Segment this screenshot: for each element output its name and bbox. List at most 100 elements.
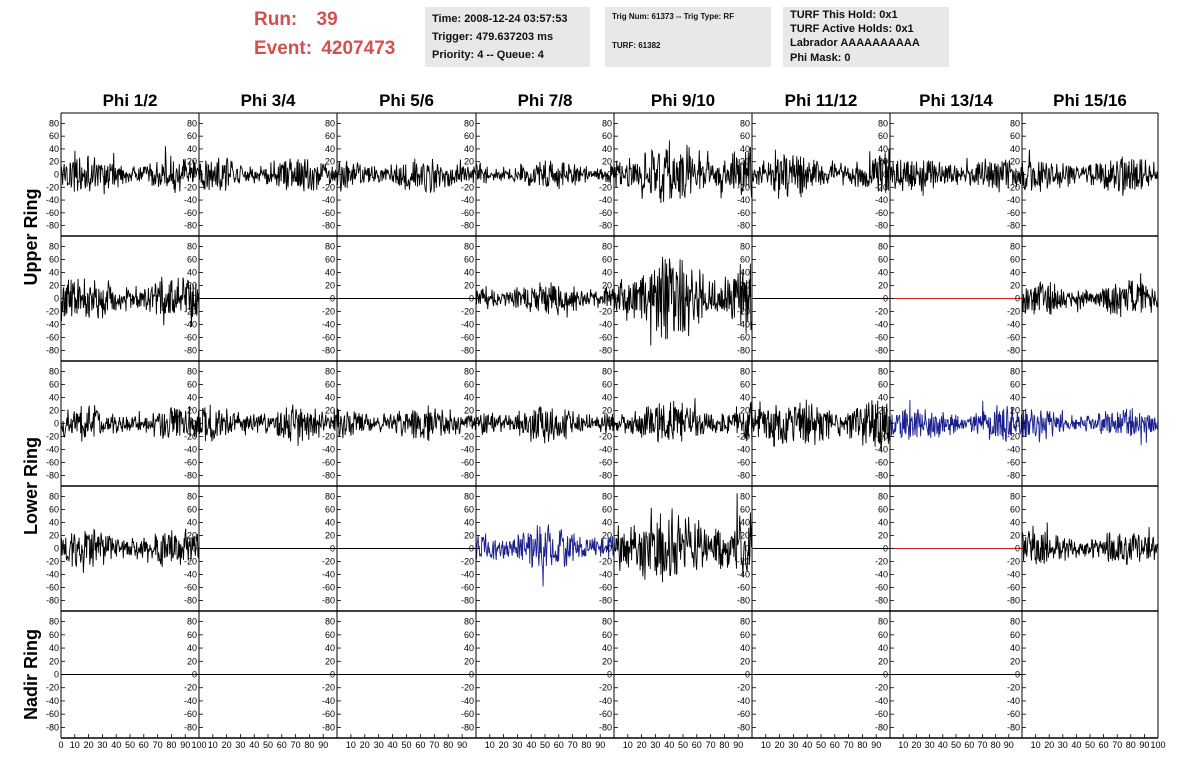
y-tick-label: 40 (740, 144, 750, 154)
y-tick-label: 40 (740, 643, 750, 653)
y-tick-label: -80 (461, 596, 474, 606)
y-tick-label: -20 (461, 182, 474, 192)
x-tick-label: 80 (991, 740, 1001, 750)
y-tick-label: -20 (599, 557, 612, 567)
x-tick-label: 90 (457, 740, 467, 750)
y-tick-label: -20 (322, 683, 335, 693)
y-tick-label: 40 (602, 144, 612, 154)
y-tick-label: 40 (602, 518, 612, 528)
column-title: Phi 13/14 (919, 91, 993, 110)
x-tick-label: 20 (360, 740, 370, 750)
y-tick-label: 60 (325, 255, 335, 265)
x-tick-label: 50 (951, 740, 961, 750)
x-tick-label: 60 (415, 740, 425, 750)
y-tick-label: 60 (187, 505, 197, 515)
y-tick-label: 60 (325, 380, 335, 390)
y-tick-label: 0 (607, 670, 612, 680)
y-tick-label: -60 (1007, 583, 1020, 593)
y-tick-label: 40 (740, 268, 750, 278)
y-tick-label: 40 (49, 393, 59, 403)
y-tick-label: -80 (875, 722, 888, 732)
y-tick-label: -60 (599, 709, 612, 719)
y-tick-label: 20 (602, 281, 612, 291)
y-tick-label: 80 (325, 242, 335, 252)
y-tick-label: 40 (1010, 393, 1020, 403)
x-tick-label: 30 (97, 740, 107, 750)
y-tick-label: -20 (599, 683, 612, 693)
waveform-panel: 80 60 40 20 0 -20 -40 -60 -80 (1007, 361, 1159, 486)
x-tick-label: 70 (706, 740, 716, 750)
y-tick-label: -60 (599, 458, 612, 468)
y-tick-label: 20 (602, 157, 612, 167)
y-tick-label: 0 (1015, 544, 1020, 554)
y-tick-label: -40 (46, 696, 59, 706)
y-tick-label: -40 (599, 696, 612, 706)
waveform-trace (889, 399, 1023, 442)
y-tick-label: -60 (875, 709, 888, 719)
x-tick-label: 30 (235, 740, 245, 750)
waveform-panel: 80 60 40 20 0 -20 -40 -60 -80 (875, 361, 1023, 486)
run-label: Run: (254, 9, 298, 30)
y-tick-label: -20 (46, 432, 59, 442)
waveform-panel: 80 60 40 20 0 -20 -40 -60 -80 (184, 113, 338, 236)
y-tick-label: -60 (322, 583, 335, 593)
y-tick-label: 20 (49, 281, 59, 291)
ring-title: Lower Ring (21, 437, 41, 535)
y-tick-label: 20 (602, 656, 612, 666)
y-tick-label: -80 (46, 596, 59, 606)
y-tick-label: 60 (878, 505, 888, 515)
y-tick-label: 60 (1010, 505, 1020, 515)
y-tick-label: -60 (322, 709, 335, 719)
y-tick-label: 80 (325, 118, 335, 128)
x-tick-label: 30 (650, 740, 660, 750)
y-tick-label: -80 (599, 722, 612, 732)
waveform-panel: 80 60 40 20 0 -20 -40 -60 -80 (461, 236, 615, 361)
x-tick-label: 90 (1004, 740, 1014, 750)
y-tick-label: 40 (464, 268, 474, 278)
event-value: 4207473 (321, 38, 396, 59)
y-tick-label: -80 (46, 471, 59, 481)
waveform-trace (1021, 273, 1159, 318)
y-tick-label: -60 (1007, 208, 1020, 218)
y-tick-label: 0 (1015, 170, 1020, 180)
y-tick-label: -40 (461, 445, 474, 455)
y-tick-label: -40 (46, 195, 59, 205)
ring-titles: Upper Ring Lower Ring Nadir Ring (21, 189, 41, 721)
x-tick-label: 50 (125, 740, 135, 750)
event-label: Event: (254, 38, 313, 59)
y-tick-label: 40 (602, 393, 612, 403)
y-tick-label: 20 (1010, 157, 1020, 167)
y-tick-label: -80 (461, 471, 474, 481)
y-tick-label: -60 (46, 583, 59, 593)
y-tick-label: -60 (461, 208, 474, 218)
y-tick-label: 40 (325, 393, 335, 403)
y-tick-label: 40 (325, 144, 335, 154)
y-tick-label: 60 (602, 131, 612, 141)
waveform-panel: 80 60 40 20 0 -20 -40 -60 -80 (599, 113, 753, 236)
y-tick-label: 60 (187, 630, 197, 640)
y-tick-label: 0 (54, 670, 59, 680)
y-tick-label: -80 (1007, 471, 1020, 481)
x-tick-label: 40 (526, 740, 536, 750)
y-tick-label: 40 (878, 393, 888, 403)
y-tick-label: -80 (875, 471, 888, 481)
waveform-trace (751, 399, 891, 451)
y-tick-label: 60 (740, 131, 750, 141)
y-tick-label: 0 (745, 670, 750, 680)
y-tick-label: 80 (602, 492, 612, 502)
y-tick-label: 20 (740, 656, 750, 666)
y-tick-label: 0 (330, 544, 335, 554)
y-tick-label: 80 (1010, 492, 1020, 502)
waveform-trace (336, 405, 477, 442)
y-tick-label: 80 (325, 492, 335, 502)
y-tick-label: 60 (49, 131, 59, 141)
y-tick-label: 80 (464, 118, 474, 128)
waveform-panel: 80 60 40 20 0 -20 -40 -60 -80 (184, 236, 337, 361)
y-tick-label: -20 (322, 182, 335, 192)
waveform-trace (1021, 408, 1159, 446)
y-tick-label: -40 (737, 445, 750, 455)
waveform-panel: 80 60 40 20 0 -20 -40 -60 -80 (46, 611, 199, 738)
y-tick-label: 40 (878, 144, 888, 154)
y-tick-label: 60 (325, 505, 335, 515)
